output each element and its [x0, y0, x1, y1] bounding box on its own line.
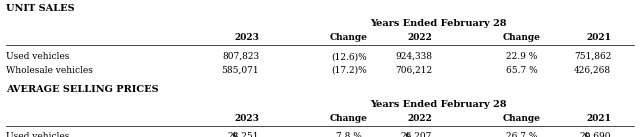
Text: Change: Change — [330, 33, 368, 42]
Text: (17.2)%: (17.2)% — [331, 66, 367, 75]
Text: 751,862: 751,862 — [574, 52, 611, 61]
Text: 20,690: 20,690 — [580, 132, 611, 137]
Text: Wholesale vehicles: Wholesale vehicles — [6, 66, 93, 75]
Text: Years Ended February 28: Years Ended February 28 — [370, 100, 507, 109]
Text: 807,823: 807,823 — [222, 52, 259, 61]
Text: Change: Change — [502, 114, 541, 123]
Text: 22.9 %: 22.9 % — [506, 52, 538, 61]
Text: Used vehicles: Used vehicles — [6, 52, 70, 61]
Text: 7.8 %: 7.8 % — [336, 132, 362, 137]
Text: 924,338: 924,338 — [395, 52, 432, 61]
Text: 65.7 %: 65.7 % — [506, 66, 538, 75]
Text: $: $ — [583, 132, 589, 137]
Text: 2022: 2022 — [407, 33, 432, 42]
Text: Change: Change — [330, 114, 368, 123]
Text: Change: Change — [502, 33, 541, 42]
Text: $: $ — [231, 132, 237, 137]
Text: 426,268: 426,268 — [574, 66, 611, 75]
Text: 28,251: 28,251 — [228, 132, 259, 137]
Text: Used vehicles: Used vehicles — [6, 132, 70, 137]
Text: 26,207: 26,207 — [401, 132, 432, 137]
Text: $: $ — [404, 132, 410, 137]
Text: 2021: 2021 — [586, 33, 611, 42]
Text: (12.6)%: (12.6)% — [331, 52, 367, 61]
Text: 26.7 %: 26.7 % — [506, 132, 538, 137]
Text: 2023: 2023 — [234, 114, 259, 123]
Text: 2023: 2023 — [234, 33, 259, 42]
Text: 706,212: 706,212 — [395, 66, 432, 75]
Text: 2022: 2022 — [407, 114, 432, 123]
Text: Years Ended February 28: Years Ended February 28 — [370, 19, 507, 28]
Text: AVERAGE SELLING PRICES: AVERAGE SELLING PRICES — [6, 85, 159, 94]
Text: UNIT SALES: UNIT SALES — [6, 4, 75, 13]
Text: 585,071: 585,071 — [221, 66, 259, 75]
Text: 2021: 2021 — [586, 114, 611, 123]
